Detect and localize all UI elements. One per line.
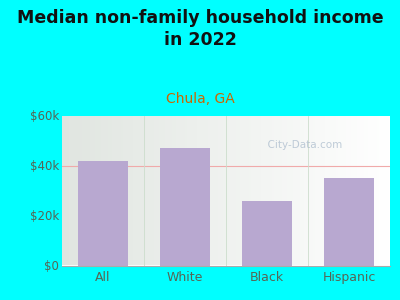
Bar (78, 160, 128, 266)
Bar (160, 148, 210, 266)
Text: Median non-family household income
in 2022: Median non-family household income in 20… (17, 9, 383, 49)
Bar (324, 178, 374, 266)
Text: Chula, GA: Chula, GA (166, 92, 234, 106)
Text: City-Data.com: City-Data.com (261, 140, 342, 151)
Bar (242, 200, 292, 266)
